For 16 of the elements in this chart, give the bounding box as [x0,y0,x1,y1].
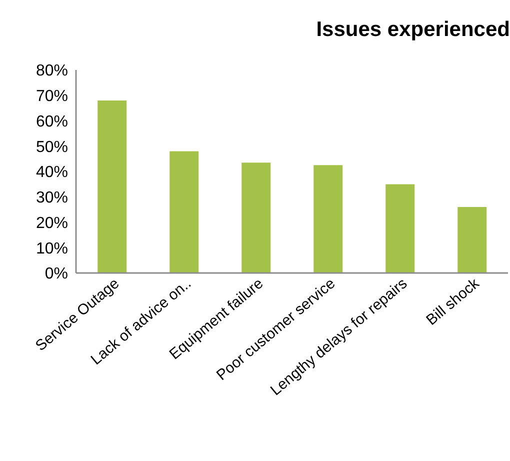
y-tick-label: 70% [36,88,68,106]
bar [458,207,487,273]
bar [98,100,127,273]
y-tick-label: 0% [44,266,68,283]
chart-title: Issues experienced [316,18,510,42]
bar [386,184,415,273]
y-tick-label: 60% [36,113,68,130]
y-tick-label: 80% [36,62,68,80]
y-tick-label: 20% [36,214,68,232]
bar [242,162,271,273]
y-tick-label: 30% [36,190,68,207]
bar [170,151,199,273]
bar [314,165,343,273]
y-tick-label: 50% [36,138,68,156]
y-tick-label: 40% [36,164,68,182]
y-tick-label: 10% [36,240,68,258]
